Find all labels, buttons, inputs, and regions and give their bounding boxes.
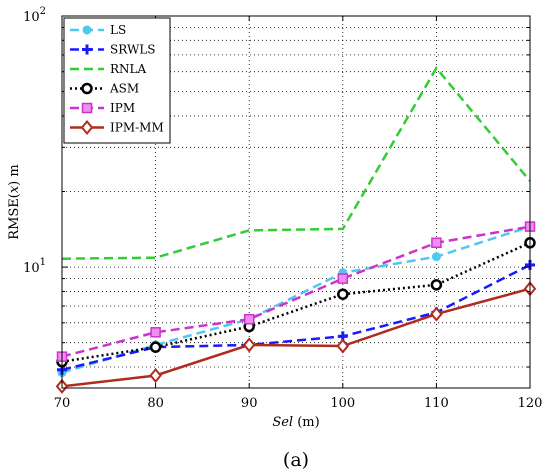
series-line-ipm xyxy=(61,225,531,358)
x-tick-label: 110 xyxy=(424,396,449,411)
series-line-ls xyxy=(61,225,531,374)
data-point xyxy=(243,313,255,325)
y-tick-label: 102 xyxy=(23,6,46,25)
plot-frame xyxy=(61,15,531,389)
y-axis-label: RMSE(x) m xyxy=(7,164,22,239)
legend-label: RNLA xyxy=(110,62,147,76)
y-axis-label-var: x xyxy=(7,185,22,193)
series-rnla xyxy=(61,65,531,260)
data-point xyxy=(430,279,443,291)
legend-label: SRWLS xyxy=(110,43,156,57)
y-tick-label: 101 xyxy=(23,257,46,276)
y-axis-label-part2: ) m xyxy=(7,164,22,186)
plot-lines xyxy=(55,65,537,394)
legend-label: IPM xyxy=(110,101,135,115)
x-axis-label-unit: (m) xyxy=(293,415,320,430)
data-point xyxy=(149,341,162,353)
legend-label: LS xyxy=(110,23,126,37)
x-axis-label-italic: Sel xyxy=(272,415,293,430)
data-point xyxy=(431,252,441,262)
x-tick-label: 100 xyxy=(330,396,355,411)
legend-entry: RNLA xyxy=(70,62,147,76)
data-point xyxy=(336,338,350,354)
x-tick-label: 120 xyxy=(518,396,543,411)
legend-box xyxy=(63,17,171,144)
series-ipm-mm xyxy=(55,281,537,394)
data-point xyxy=(149,367,162,384)
data-point xyxy=(430,306,443,322)
data-point xyxy=(431,237,442,249)
data-point xyxy=(337,288,349,300)
series-line-srwls xyxy=(61,263,531,372)
series-line-asm xyxy=(61,241,531,363)
y-tick-labels: 101 102 xyxy=(23,6,46,276)
legend-entry: IPM-MM xyxy=(70,119,164,136)
legend-marker xyxy=(80,119,94,136)
x-axis-label: Sel (m) xyxy=(272,415,319,430)
legend-entry: SRWLS xyxy=(70,43,156,57)
x-tick-label: 90 xyxy=(241,396,258,411)
legend-marker xyxy=(81,82,93,95)
legend-entry: IPM xyxy=(70,101,135,115)
legend-marker xyxy=(82,44,92,55)
legend-label: ASM xyxy=(109,82,139,96)
x-tick-label: 70 xyxy=(54,396,71,411)
data-point xyxy=(150,327,161,338)
x-tick-labels: 70 80 90 100 110 120 xyxy=(54,396,543,411)
legend: LS SRWLS RNLA ASM IPM IPM-MM xyxy=(63,17,171,144)
legend-entry: ASM xyxy=(70,82,139,96)
legend-marker xyxy=(82,25,92,35)
figure-caption: (a) xyxy=(283,449,309,471)
data-point xyxy=(337,273,349,284)
series-line-ipm-mm xyxy=(61,287,531,388)
legend-label: IPM-MM xyxy=(110,121,164,135)
y-axis-label-part1: RMSE( xyxy=(7,193,22,240)
legend-marker xyxy=(81,102,93,114)
legend-entry: LS xyxy=(70,23,126,37)
x-tick-label: 80 xyxy=(147,396,164,411)
data-point xyxy=(242,337,256,353)
series-line-rnla xyxy=(61,65,531,260)
